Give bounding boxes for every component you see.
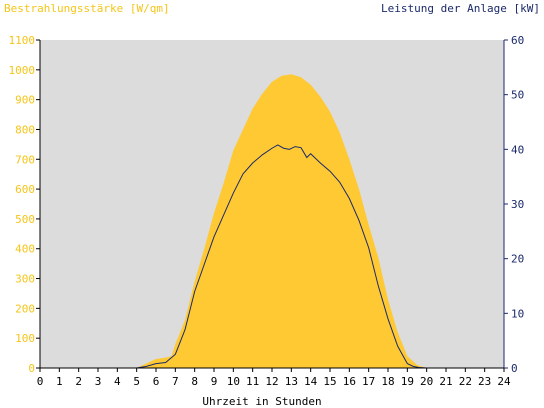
left-y-tick-label: 500	[15, 213, 35, 226]
x-tick-label: 4	[114, 375, 121, 388]
right-y-tick-label: 30	[511, 198, 524, 211]
x-tick-label: 19	[401, 375, 414, 388]
series-layer	[40, 74, 504, 369]
left-y-tick-label: 100	[15, 332, 35, 345]
right-y-tick-label: 50	[511, 89, 524, 102]
left-y-tick-label: 600	[15, 183, 35, 196]
left-y-tick-label: 1100	[9, 34, 36, 47]
left-y-tick-label: 0	[28, 362, 35, 375]
x-tick-label: 24	[497, 375, 511, 388]
x-tick-label: 1	[56, 375, 63, 388]
x-tick-label: 6	[153, 375, 160, 388]
left-y-tick-label: 800	[15, 123, 35, 136]
ticks-layer: 0100200300400500600700800900100011000102…	[9, 34, 525, 388]
x-tick-label: 12	[265, 375, 278, 388]
x-tick-label: 7	[172, 375, 179, 388]
x-tick-label: 9	[211, 375, 218, 388]
right-y-tick-label: 60	[511, 34, 524, 47]
right-y-tick-label: 40	[511, 143, 524, 156]
x-tick-label: 3	[95, 375, 102, 388]
series-irradiance-area	[40, 74, 504, 369]
series-power-line	[40, 144, 504, 369]
left-y-tick-label: 700	[15, 153, 35, 166]
x-tick-label: 11	[246, 375, 259, 388]
x-tick-label: 17	[362, 375, 375, 388]
x-axis-label: Uhrzeit in Stunden	[202, 395, 321, 408]
x-tick-label: 16	[343, 375, 356, 388]
left-axis-title: Bestrahlungsstärke [W/qm]	[4, 2, 170, 15]
right-y-tick-label: 0	[511, 362, 518, 375]
left-y-tick-label: 900	[15, 94, 35, 107]
x-tick-label: 15	[323, 375, 336, 388]
x-tick-label: 14	[304, 375, 318, 388]
left-y-tick-label: 400	[15, 243, 35, 256]
x-tick-label: 0	[37, 375, 44, 388]
left-y-tick-label: 1000	[9, 64, 36, 77]
x-tick-label: 22	[459, 375, 472, 388]
x-tick-label: 18	[381, 375, 394, 388]
x-tick-label: 10	[227, 375, 240, 388]
x-tick-label: 2	[75, 375, 82, 388]
right-y-tick-label: 10	[511, 307, 524, 320]
x-tick-label: 5	[133, 375, 140, 388]
left-y-tick-label: 300	[15, 273, 35, 286]
x-tick-label: 8	[191, 375, 198, 388]
x-tick-label: 23	[478, 375, 491, 388]
x-tick-label: 21	[439, 375, 452, 388]
x-tick-label: 20	[420, 375, 433, 388]
x-tick-label: 13	[285, 375, 298, 388]
left-y-tick-label: 200	[15, 302, 35, 315]
right-axis-title: Leistung der Anlage [kW]	[381, 2, 540, 15]
right-y-tick-label: 20	[511, 253, 524, 266]
